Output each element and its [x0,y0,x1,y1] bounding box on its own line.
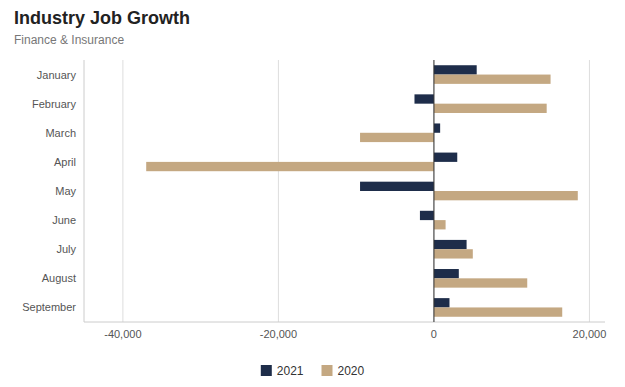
bar [434,75,551,84]
y-tick-label: July [56,243,76,255]
bar [434,65,477,74]
bar [434,220,446,229]
grid-line [278,60,279,322]
y-axis-line [84,60,85,322]
subtitle: Finance & Insurance [14,33,124,47]
bar [434,240,467,249]
legend: 2021 2020 [261,364,365,378]
legend-swatch [261,365,272,376]
bar [146,162,434,171]
x-axis-line [84,322,605,323]
y-tick-label: April [54,156,76,168]
x-tick-label: 0 [431,328,437,340]
bar [420,211,434,220]
y-tick-label: August [42,272,76,284]
y-tick-label: March [45,127,76,139]
x-tick-label: -20,000 [260,328,297,340]
chart: Industry Job Growth Finance & Insurance -4… [0,0,625,387]
y-tick-label: January [37,69,77,81]
bar [434,191,578,200]
bar [434,307,562,316]
bar [434,278,527,287]
zero-line [433,60,434,322]
bar [360,133,434,142]
grid [123,60,590,322]
legend-label: 2020 [338,364,365,378]
bar [434,104,547,113]
x-tick-label: 20,000 [573,328,607,340]
bar [434,298,450,307]
grid-line [433,60,434,322]
bar [434,123,440,132]
legend-swatch [322,365,333,376]
y-tick-label: September [22,301,76,313]
y-tick-label: May [55,185,76,197]
page: {"chart_data": {"type": "bar", "orientat… [0,0,625,387]
bar [360,182,434,191]
bar [434,153,457,162]
bar [434,269,459,278]
y-tick-label: February [32,98,77,110]
title: Industry Job Growth [14,8,190,28]
legend-label: 2021 [277,364,304,378]
bars [146,65,578,317]
bar [414,94,433,103]
x-tick-label: -40,000 [104,328,141,340]
grid-line [122,60,123,322]
y-tick-label: June [52,214,76,226]
bar [434,249,473,258]
grid-line [589,60,590,322]
axes: -40,000 -20,000 0 20,000 January February Marc… [22,60,606,340]
